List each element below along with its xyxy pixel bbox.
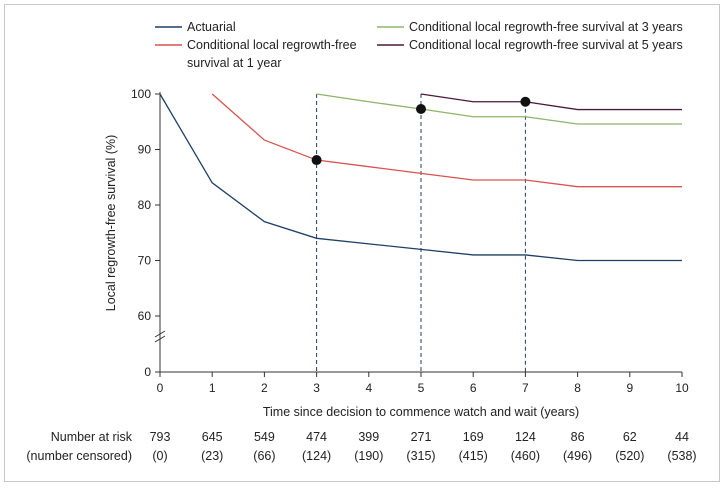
marker-dot: [520, 96, 531, 107]
series-line-2: [211, 93, 682, 188]
risk-table: Number at risk (number censored) 793 645 549…: [26, 430, 696, 463]
x-tick-label: 9: [626, 381, 633, 395]
series-lines: [159, 93, 682, 262]
x-tick-label: 0: [157, 381, 164, 395]
at-risk-value: 62: [623, 430, 637, 444]
at-risk-value: 169: [463, 430, 484, 444]
legend-label-2: survival at 1 year: [187, 56, 281, 70]
x-tick-label: 6: [470, 381, 477, 395]
x-tick-label: 2: [261, 381, 268, 395]
at-risk-value: 793: [150, 430, 171, 444]
x-tick-label: 8: [574, 381, 581, 395]
y-axis-break-mark: [154, 330, 166, 338]
censored-value: (190): [354, 449, 383, 463]
series-line-1: [159, 93, 682, 262]
at-risk-value: 549: [254, 430, 275, 444]
at-risk-value: 399: [358, 430, 379, 444]
legend-label-2: Conditional local regrowth-free: [187, 38, 357, 52]
y-tick-label: 0: [144, 365, 151, 379]
series-line-3: [316, 93, 682, 125]
x-tick-label: 3: [313, 381, 320, 395]
y-tick-label: 80: [138, 198, 152, 212]
x-tick-label: 5: [418, 381, 425, 395]
figure-frame: Actuarial Conditional local regrowth-free…: [4, 4, 720, 482]
censored-value: (315): [406, 449, 435, 463]
legend-label-4: Conditional local regrowth-free survival…: [409, 38, 683, 52]
x-tick-label: 4: [365, 381, 372, 395]
at-risk-value: 44: [675, 430, 689, 444]
legend-label-3: Conditional local regrowth-free survival…: [409, 20, 683, 34]
y-tick-label: 60: [138, 309, 152, 323]
reference-lines: [316, 94, 526, 372]
markers: [311, 96, 531, 166]
risk-row-label-censored: (number censored): [26, 449, 132, 463]
axes: 0 60 70 80 90 100 0 1 2 3 4 5 6 7 8 9 10 Time since decis…: [104, 87, 689, 419]
y-axis-title: Local regrowth-free survival (%): [104, 135, 118, 311]
censored-value: (415): [459, 449, 488, 463]
y-axis-break-mark: [154, 335, 166, 343]
legend: Actuarial Conditional local regrowth-free…: [155, 20, 683, 70]
censored-value: (538): [667, 449, 696, 463]
x-tick-label: 7: [522, 381, 529, 395]
at-risk-value: 645: [202, 430, 223, 444]
marker-dot: [416, 103, 426, 114]
censored-value: (520): [615, 449, 644, 463]
censored-value: (0): [152, 449, 167, 463]
x-tick-label: 10: [675, 381, 689, 395]
y-tick-label: 70: [138, 254, 152, 268]
y-tick-label: 90: [138, 143, 152, 157]
y-tick-label: 100: [131, 87, 151, 101]
censored-value: (496): [563, 449, 592, 463]
at-risk-value: 474: [306, 430, 327, 444]
risk-row-label-at-risk: Number at risk: [51, 430, 133, 444]
survival-chart: Actuarial Conditional local regrowth-free…: [26, 20, 696, 463]
censored-value: (460): [511, 449, 540, 463]
series-line-4: [420, 93, 682, 111]
x-axis-title: Time since decision to commence watch an…: [263, 405, 579, 419]
censored-value: (124): [302, 449, 331, 463]
censored-value: (23): [201, 449, 223, 463]
at-risk-value: 86: [571, 430, 585, 444]
marker-dot: [311, 155, 322, 166]
legend-label-1: Actuarial: [187, 20, 236, 34]
censored-value: (66): [253, 449, 275, 463]
x-tick-label: 1: [209, 381, 216, 395]
at-risk-value: 124: [515, 430, 536, 444]
at-risk-value: 271: [411, 430, 432, 444]
